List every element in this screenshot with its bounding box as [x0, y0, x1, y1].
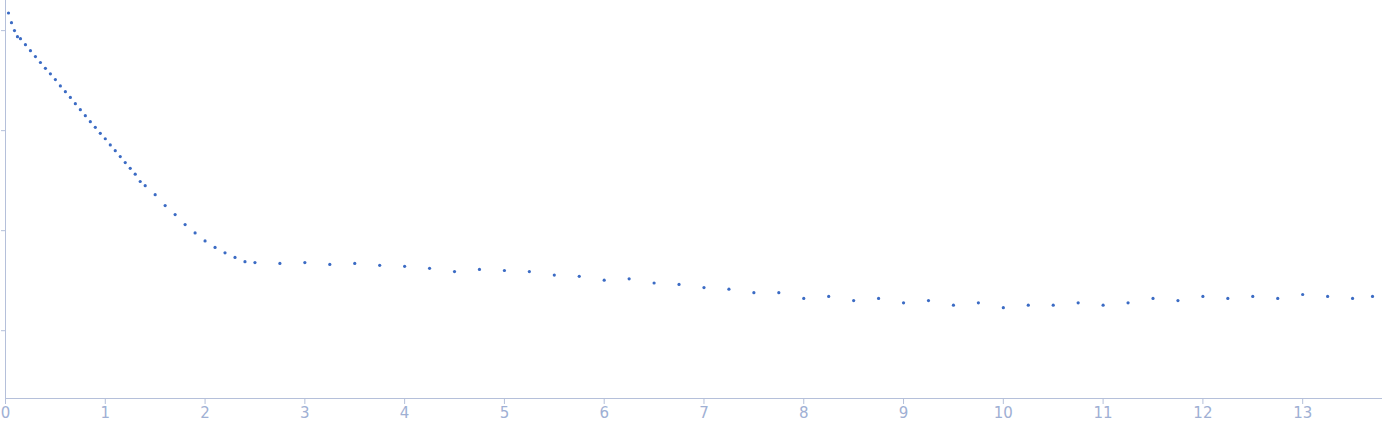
svg-text:1: 1 [101, 404, 111, 422]
svg-text:5: 5 [500, 404, 510, 422]
svg-text:13: 13 [1293, 404, 1312, 422]
svg-text:0: 0 [1, 404, 11, 422]
svg-text:7: 7 [699, 404, 709, 422]
svg-text:11: 11 [1094, 404, 1113, 422]
svg-text:4: 4 [400, 404, 410, 422]
svg-text:9: 9 [899, 404, 909, 422]
svg-text:12: 12 [1193, 404, 1212, 422]
svg-text:8: 8 [799, 404, 809, 422]
svg-text:6: 6 [599, 404, 609, 422]
svg-text:3: 3 [300, 404, 310, 422]
svg-text:10: 10 [994, 404, 1013, 422]
svg-text:2: 2 [200, 404, 210, 422]
